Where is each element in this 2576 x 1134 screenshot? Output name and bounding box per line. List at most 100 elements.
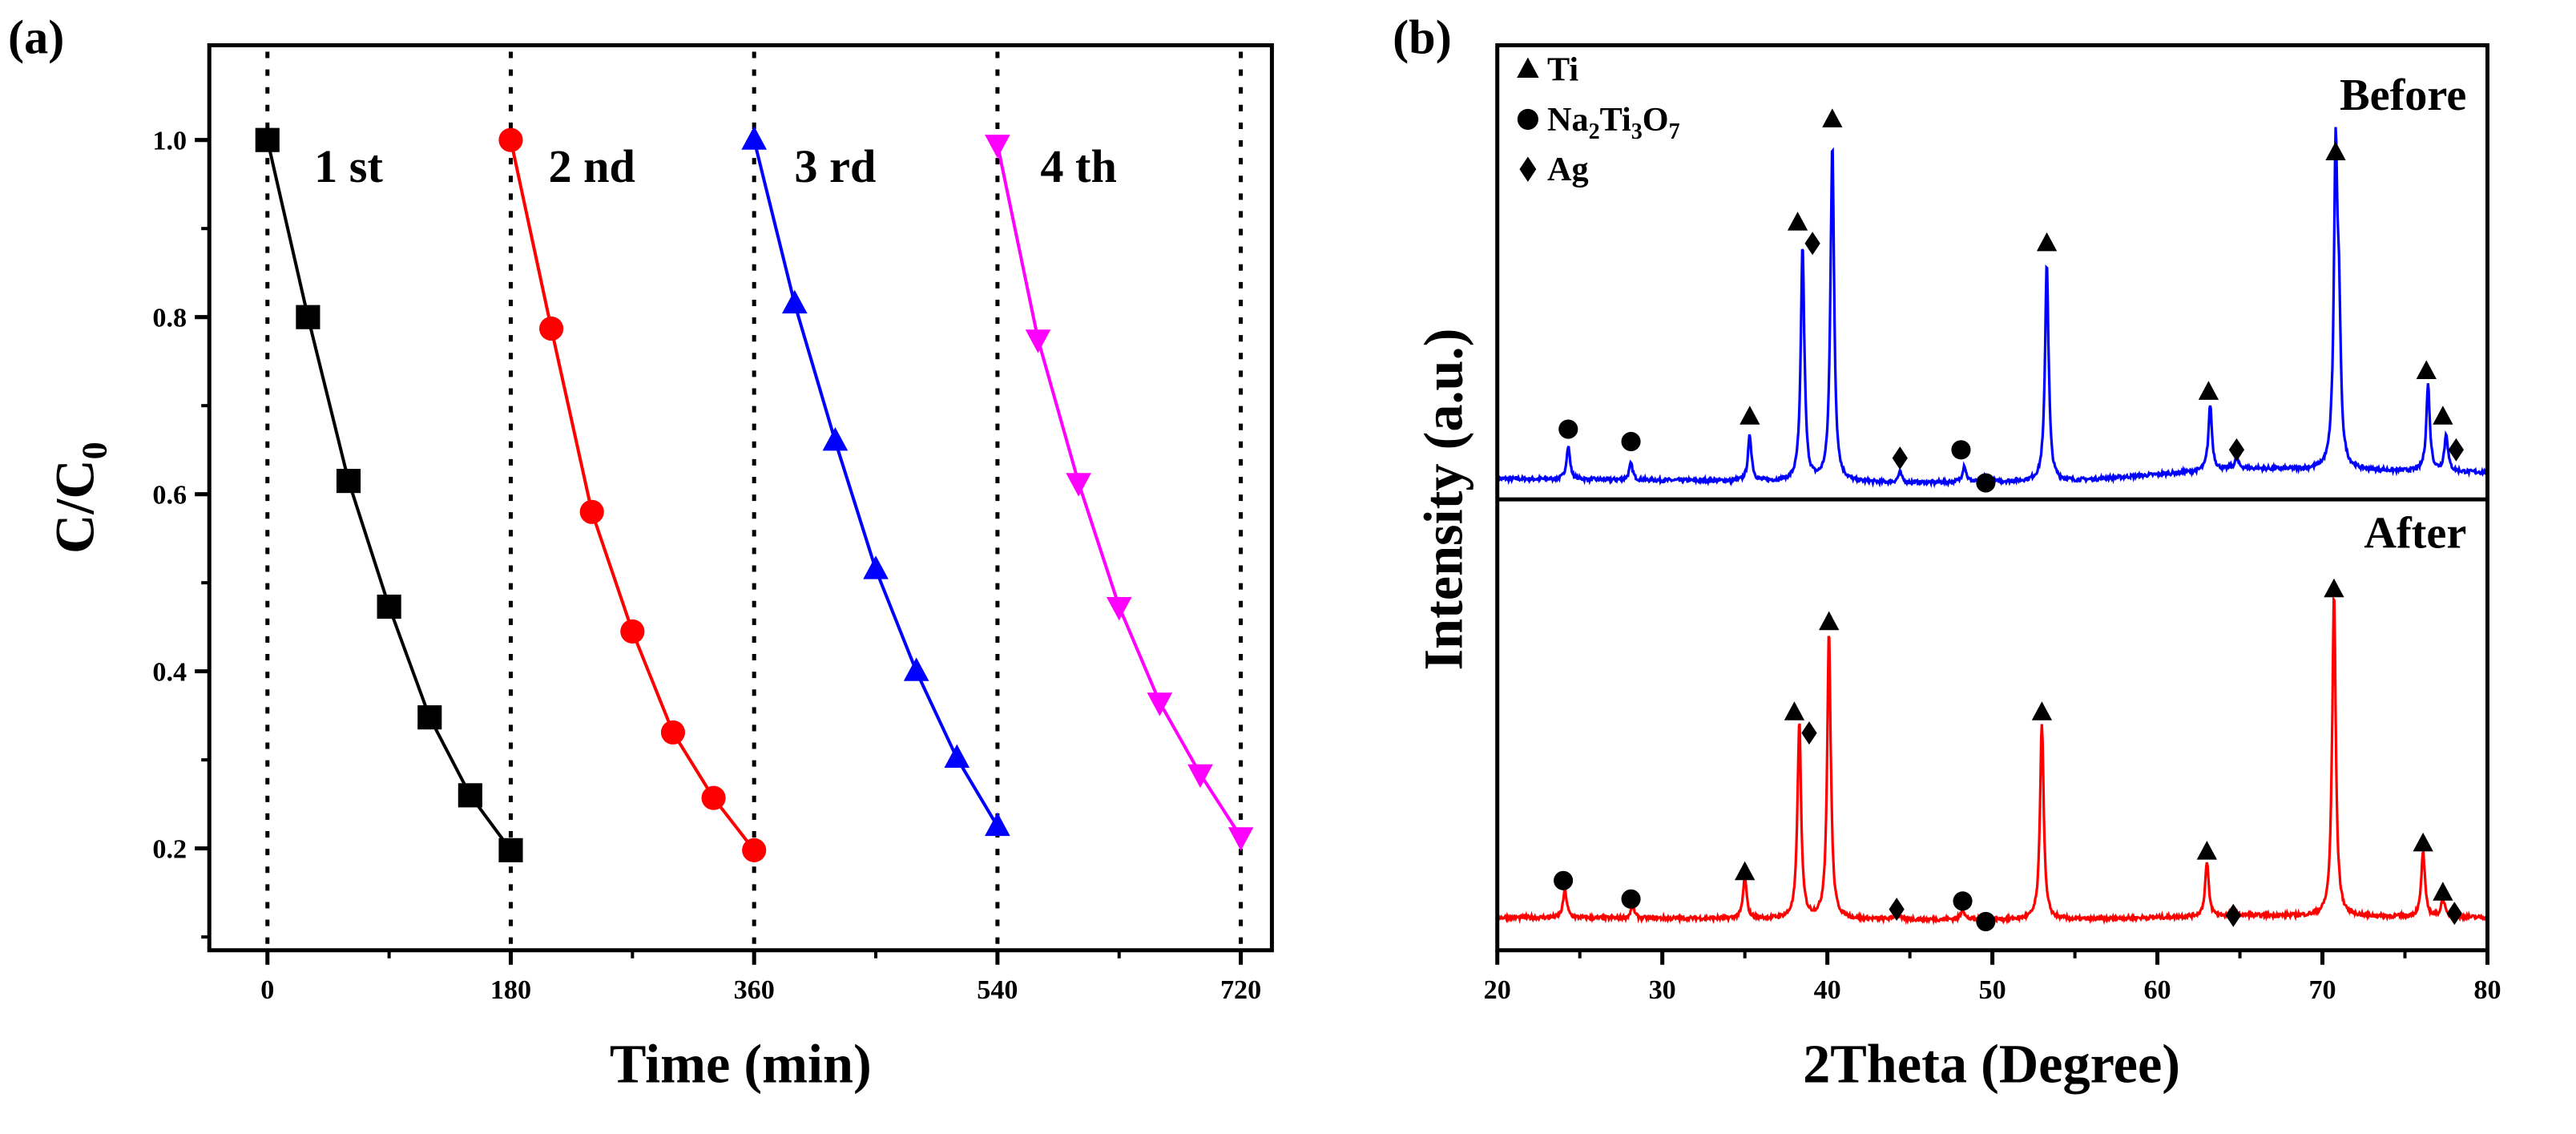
y-tick-label: 0.2 [152,835,187,865]
legend-subscript: 2 [1589,119,1600,144]
triangle-phase-marker [2413,832,2433,852]
diamond-phase-marker [2228,438,2245,462]
x-tick-label: 540 [977,975,1018,1005]
x-tick-label: 0 [260,975,274,1005]
circle-phase-marker [1621,431,1641,452]
data-point [620,619,645,644]
triangle-phase-marker [2325,141,2346,161]
x-tick-label: 20 [1484,975,1511,1005]
cycle-label: 4 th [1040,140,1117,192]
data-point [985,135,1010,159]
legend-label: Ti [1547,51,1578,89]
series-line [265,139,513,852]
data-point [985,812,1010,837]
circle-phase-marker [1621,889,1641,909]
x-tick-label: 180 [490,975,531,1005]
circle-phase-marker [1951,440,1971,460]
diamond-phase-marker [1804,232,1820,256]
after-label: After [2364,508,2466,558]
data-point [660,720,686,745]
data-point [539,316,564,341]
diamond-phase-marker [1801,721,1817,745]
triangle-phase-marker [2198,381,2219,400]
x-tick-label: 30 [1649,975,1676,1005]
diamond-phase-marker [1889,898,1905,922]
legend-label: Na2Ti3O7 [1547,101,1680,144]
panel-a-label: (a) [8,11,64,65]
y-label-main: C/C [45,459,106,554]
data-point [701,785,726,810]
data-point [1187,764,1213,789]
triangle-phase-marker [2196,841,2218,860]
series-line [995,143,1243,838]
x-tick-label: 360 [734,975,775,1005]
triangle-phase-marker [1740,406,1760,425]
circle-phase-marker [1976,911,1996,931]
x-tick-label: 80 [2473,975,2501,1005]
triangle-phase-marker [1822,108,1843,127]
diamond-phase-marker [2448,438,2464,462]
legend-diamond-icon [1519,156,1537,182]
diamond-phase-marker [1892,446,1908,470]
data-point [1025,329,1051,353]
y-label-subscript: 0 [75,442,115,459]
data-point [498,127,523,152]
legend-text: Na [1547,101,1589,139]
triangle-phase-marker [1735,861,1756,881]
triangle-phase-marker [1819,611,1840,631]
x-tick-label: 70 [2308,975,2336,1005]
data-point [417,705,442,730]
diamond-phase-marker [2225,903,2241,927]
triangle-phase-marker [1784,701,1805,720]
x-tick-label: 720 [1220,975,1261,1005]
data-point [742,837,767,862]
cycle-label: 2 nd [548,140,635,192]
legend-subscript: 3 [1631,119,1643,144]
cycle-label: 3 rd [794,140,876,192]
data-point [1147,692,1173,716]
triangle-phase-marker [1787,212,1808,231]
triangle-phase-marker [2416,360,2437,380]
data-point [296,305,320,329]
circle-phase-marker [1554,870,1574,890]
triangle-phase-marker [2036,232,2058,252]
xrd-pattern-line [1496,595,2489,926]
series-line [509,139,756,852]
triangle-phase-marker [2433,406,2453,425]
data-point [944,744,970,769]
data-point [336,469,361,494]
circle-phase-marker [1558,419,1578,439]
data-point [903,657,929,681]
panel-b-y-axis-label: Intensity (a.u.) [1413,329,1474,671]
legend-text: Ti [1600,101,1631,139]
data-point [863,555,889,579]
legend-text: O [1643,101,1669,139]
panel-a-x-axis-label: Time (min) [610,1034,872,1095]
data-point [458,783,482,808]
data-point [579,499,604,524]
panel-a-frame [207,42,1274,953]
data-point [1066,473,1091,497]
legend-subscript: 7 [1669,119,1680,144]
series-1st: 1 st [255,127,523,862]
data-point [255,127,280,152]
y-tick-label: 0.8 [152,304,187,333]
data-point [822,427,849,451]
data-point [741,126,768,150]
x-tick-label: 50 [1979,975,2006,1005]
data-point [1106,596,1132,621]
legend-text: Ag [1547,151,1589,188]
triangle-phase-marker [2031,701,2053,720]
before-label: Before [2340,71,2466,120]
data-point [1228,827,1254,851]
legend-text: Ti [1547,51,1578,89]
circle-phase-marker [1953,891,1973,911]
series-4th: 4 th [985,135,1254,851]
series-line [752,139,999,828]
xrd-after [1496,578,2489,931]
legend-circle-icon [1517,108,1538,130]
y-tick-label: 0.4 [152,658,187,688]
data-point [498,837,523,862]
